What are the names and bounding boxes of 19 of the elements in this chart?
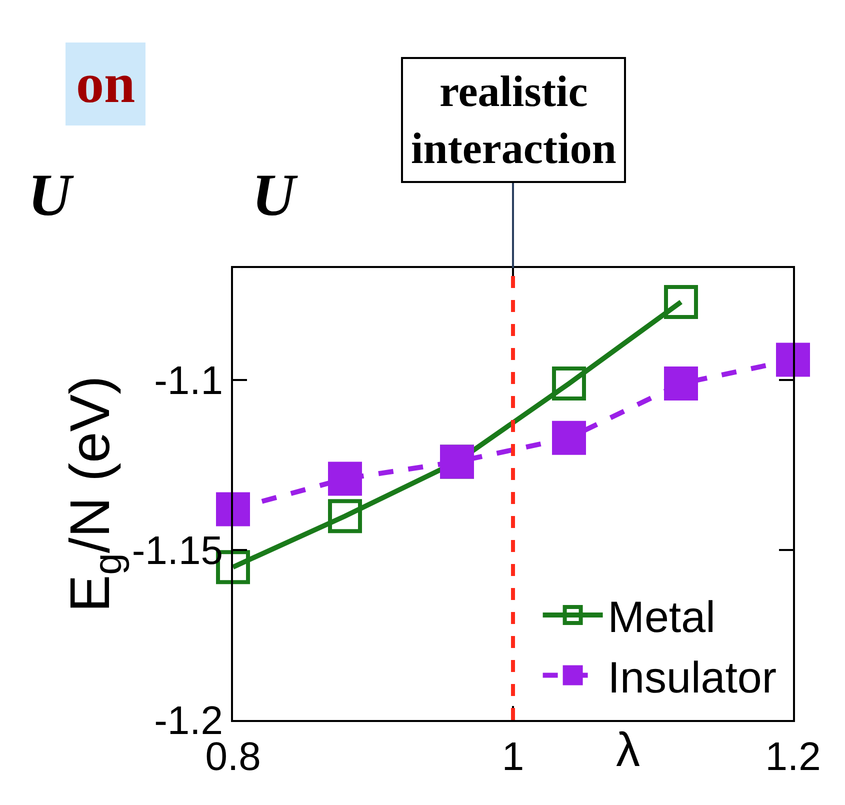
text: realistic interaction: [411, 67, 616, 174]
x-axis-title: λ: [616, 724, 640, 777]
point: [664, 284, 698, 319]
text: U: [28, 162, 74, 228]
x-tick-label: 1: [502, 735, 524, 779]
point: [328, 462, 362, 496]
point: [664, 366, 698, 401]
x-tick-label: 1.2: [765, 735, 821, 779]
text: U: [252, 162, 298, 228]
legend-label: Insulator: [608, 653, 777, 702]
legend-label: Metal: [608, 593, 716, 642]
point: [552, 420, 586, 455]
text: on: [76, 53, 136, 115]
point: [216, 492, 250, 526]
point: [776, 342, 810, 377]
point: [328, 499, 362, 534]
point: [552, 366, 586, 401]
y-tick-label: -1.15: [132, 529, 223, 574]
y-tick-label: -1.1: [154, 359, 223, 404]
